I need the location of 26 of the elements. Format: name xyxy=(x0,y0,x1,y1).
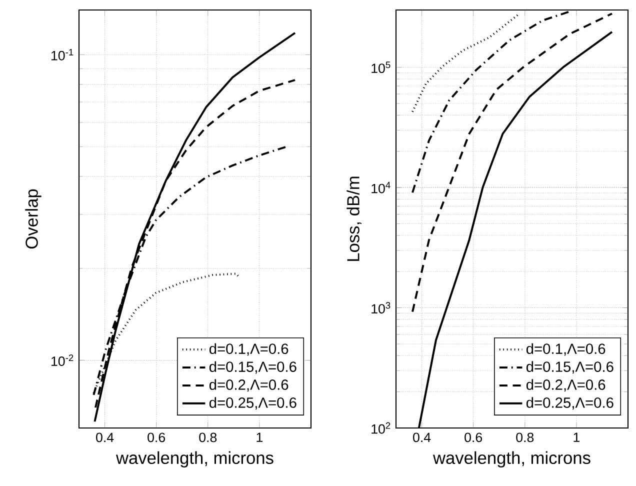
x-tick-label: 0.4 xyxy=(96,432,114,442)
legend-label: d=0.25,Λ=0.6 xyxy=(526,397,614,410)
y-tick-label: 10$^{-1}$ xyxy=(52,48,74,60)
x-tick-label: 1 xyxy=(256,432,263,442)
x-tick-label: 0.6 xyxy=(464,432,482,442)
legend-label: d=0.2,Λ=0.6 xyxy=(209,379,288,392)
x-tick-label: 0.8 xyxy=(516,432,534,442)
legend-label: d=0.2,Λ=0.6 xyxy=(526,379,606,392)
legend-label: d=0.25,Λ=0.6 xyxy=(209,397,296,410)
y-tick-label: 10$^{4}$ xyxy=(372,182,390,194)
legend-label: d=0.15,Λ=0.6 xyxy=(209,361,296,374)
x-tick-label: 1 xyxy=(574,432,580,442)
x-tick-label: 0.6 xyxy=(148,432,166,442)
y-tick-label: 10$^{2}$ xyxy=(372,422,390,434)
y-axis-title: Overlap xyxy=(25,189,42,249)
x-axis-title: wavelength, microns xyxy=(116,451,274,468)
y-axis-title: Loss, dB/m xyxy=(346,176,362,261)
x-tick-label: 0.8 xyxy=(199,432,217,442)
legend-label: d=0.15,Λ=0.6 xyxy=(526,361,614,374)
y-tick-label: 10$^{-2}$ xyxy=(52,354,74,366)
y-tick-label: 10$^{5}$ xyxy=(372,62,390,74)
y-tick-label: 10$^{3}$ xyxy=(372,302,390,314)
legend-label: d=0.1,Λ=0.6 xyxy=(526,343,606,356)
legend-label: d=0.1,Λ=0.6 xyxy=(209,343,288,356)
x-tick-label: 0.4 xyxy=(413,432,431,442)
x-axis-title: wavelength, microns xyxy=(432,451,590,468)
